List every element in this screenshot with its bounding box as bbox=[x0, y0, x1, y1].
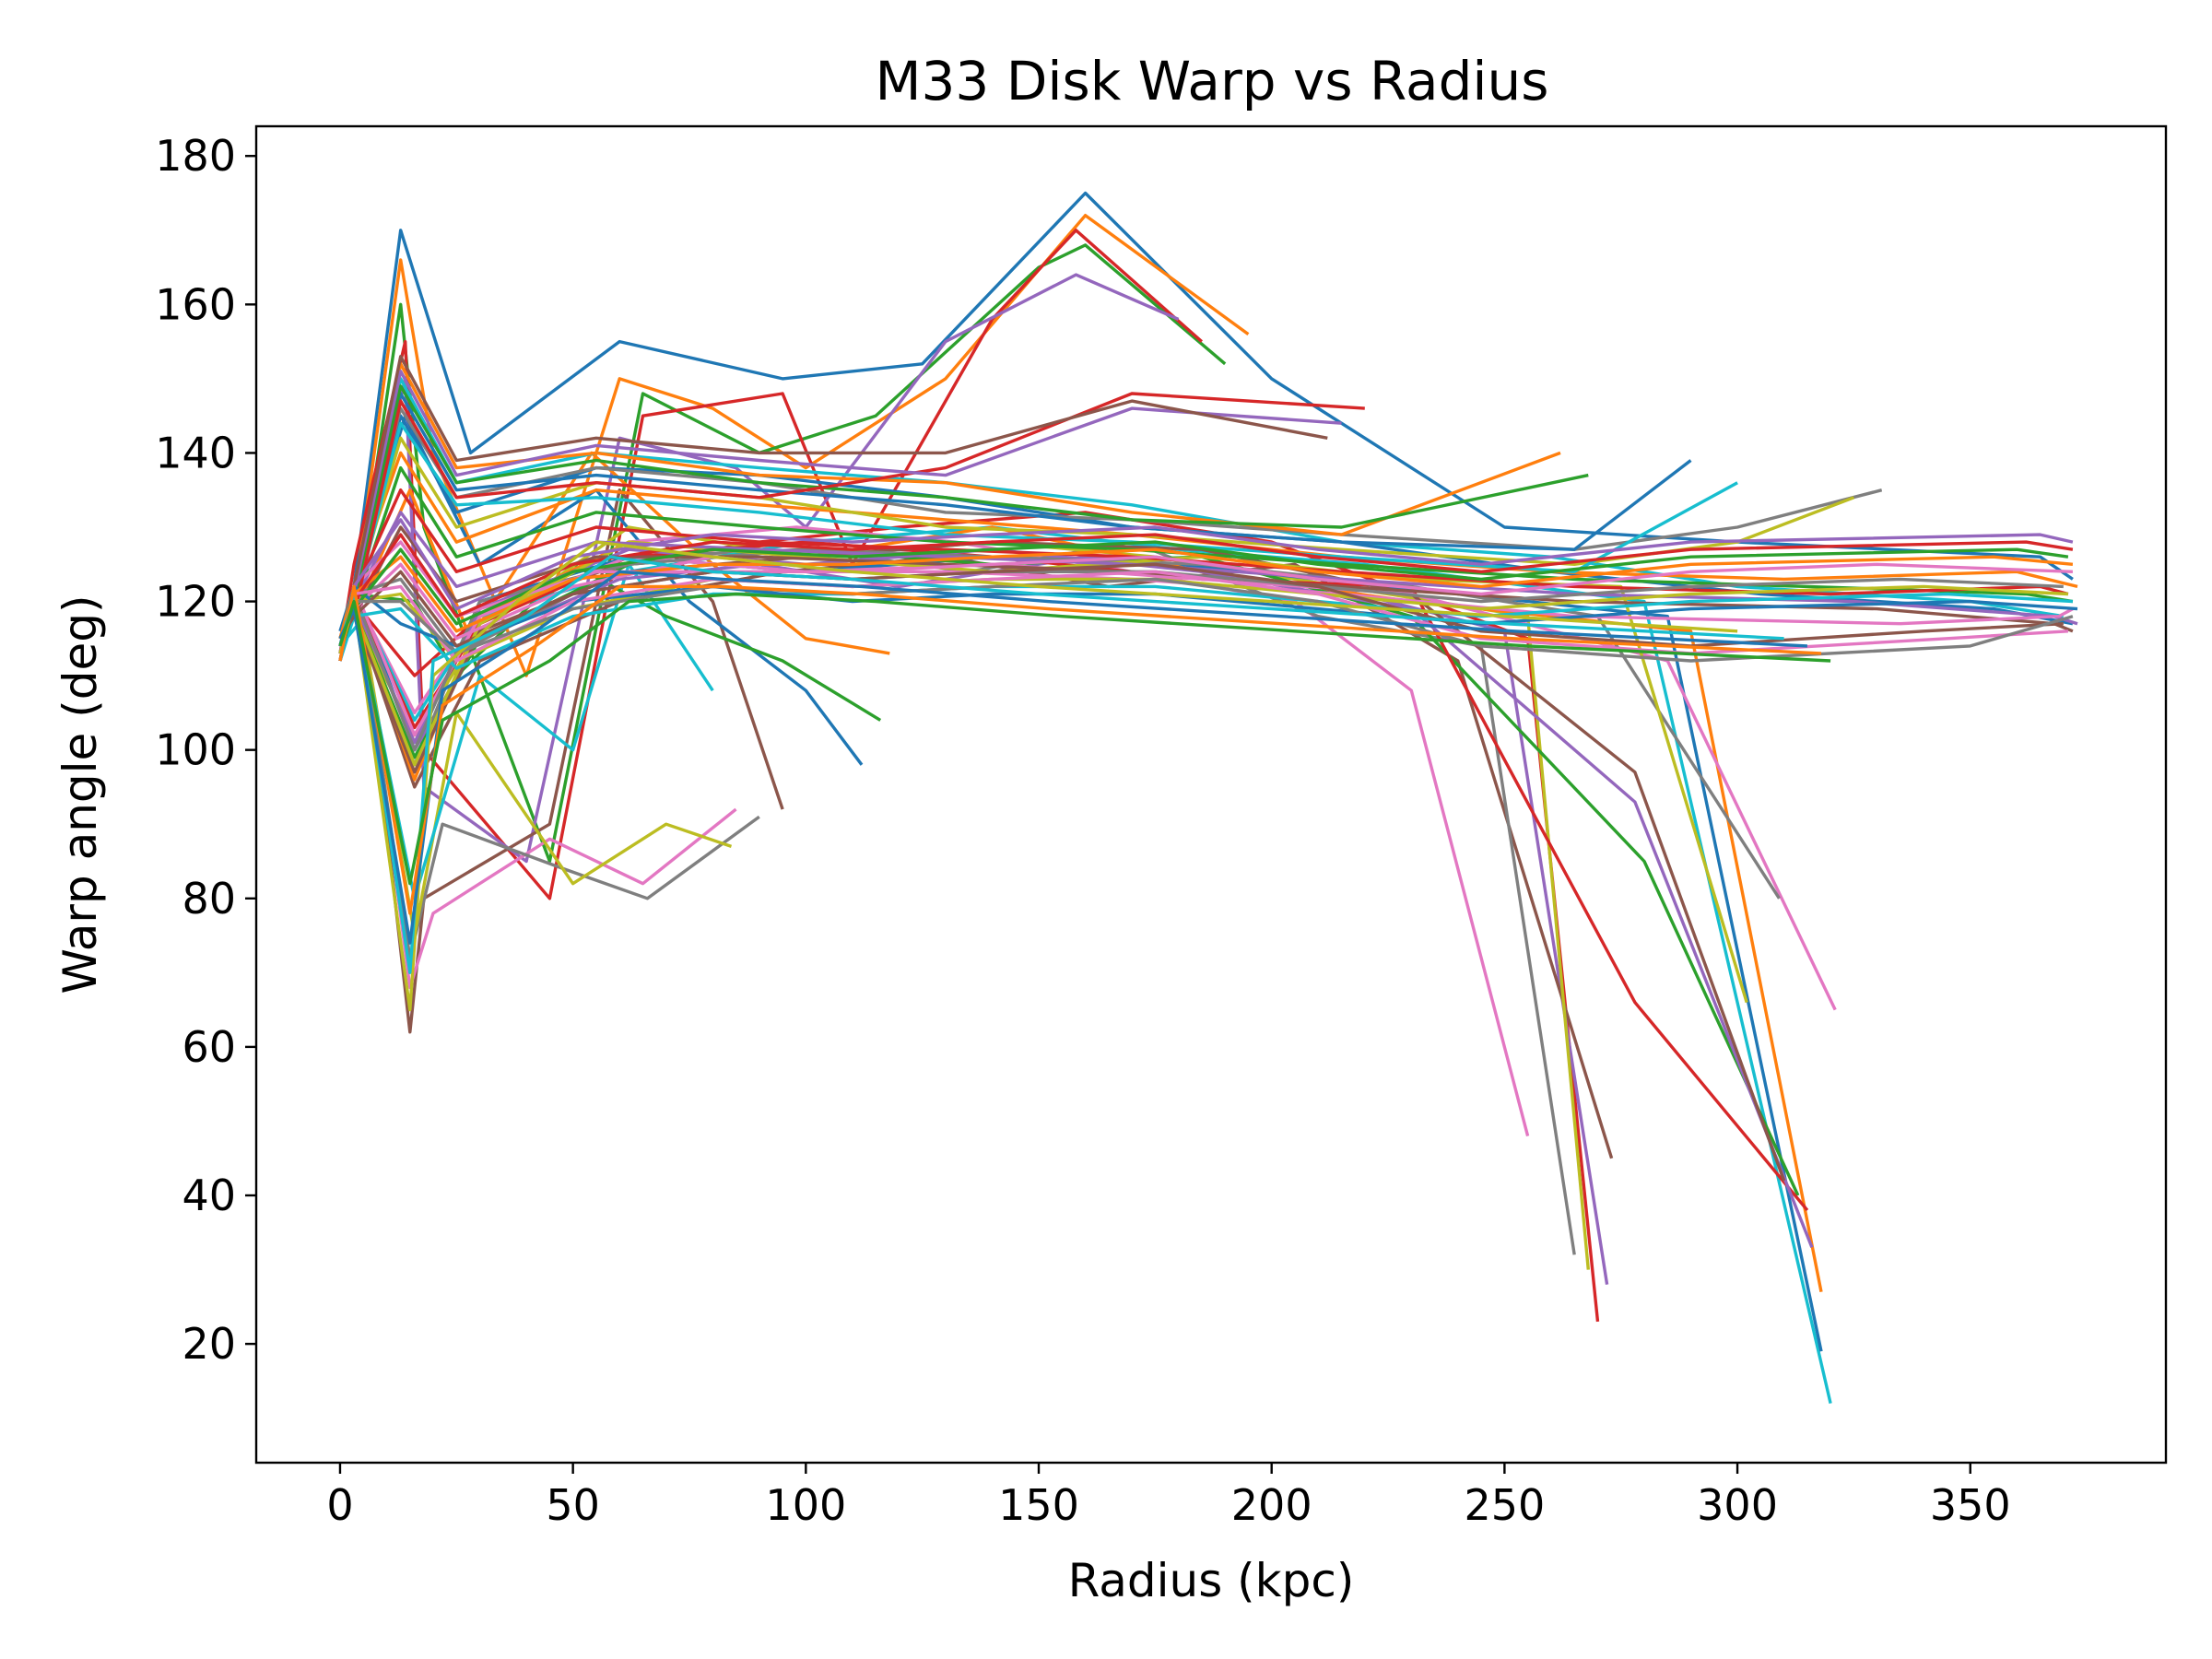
series-line-17 bbox=[338, 525, 1530, 1137]
y-axis-ticks: 20 40 60 80 100 120 140 160 180 bbox=[155, 131, 256, 1369]
x-tick-label: 100 bbox=[765, 1480, 846, 1530]
y-axis-label: Warp angle (deg) bbox=[53, 595, 107, 994]
series-line-56 bbox=[338, 562, 2064, 648]
y-tick-label: 40 bbox=[182, 1171, 236, 1220]
plot-frame bbox=[254, 124, 2168, 1465]
x-tick-label: 0 bbox=[326, 1480, 353, 1530]
series-line-40 bbox=[338, 421, 1738, 647]
series-line-59 bbox=[338, 540, 1738, 1012]
series-line-3 bbox=[338, 243, 1227, 864]
series-line-45 bbox=[338, 370, 1342, 640]
series-line-46 bbox=[338, 355, 1328, 654]
series-line-62 bbox=[338, 584, 1822, 915]
y-tick-label: 20 bbox=[182, 1319, 236, 1369]
series-line-63 bbox=[338, 592, 1831, 886]
series-line-33 bbox=[338, 465, 2074, 647]
series-line-39 bbox=[338, 436, 1855, 654]
y-tick-label: 160 bbox=[155, 279, 236, 329]
x-tick-label: 200 bbox=[1231, 1480, 1312, 1530]
series-line-60 bbox=[338, 555, 1784, 975]
series-line-32 bbox=[338, 451, 2078, 640]
series-line-36 bbox=[338, 525, 2074, 654]
chart-title: M33 Disk Warp vs Radius bbox=[875, 50, 1548, 112]
x-axis-ticks: 0 50 100 150 200 250 300 350 bbox=[326, 1463, 2011, 1530]
series-layer bbox=[338, 191, 2078, 1404]
x-axis-label: Radius (kpc) bbox=[1068, 1554, 1355, 1607]
x-tick-label: 300 bbox=[1697, 1480, 1778, 1530]
series-line-53 bbox=[338, 540, 2069, 654]
series-line-34 bbox=[338, 488, 2069, 662]
x-tick-label: 50 bbox=[546, 1480, 600, 1530]
x-tick-label: 150 bbox=[998, 1480, 1079, 1530]
y-tick-label: 100 bbox=[155, 725, 236, 775]
series-line-43 bbox=[338, 384, 1589, 654]
y-tick-label: 140 bbox=[155, 428, 236, 477]
x-tick-label: 250 bbox=[1464, 1480, 1545, 1530]
y-tick-label: 180 bbox=[155, 131, 236, 181]
series-line-35 bbox=[338, 511, 2078, 640]
y-tick-label: 60 bbox=[182, 1022, 236, 1072]
y-tick-label: 120 bbox=[155, 577, 236, 627]
series-line-2 bbox=[338, 213, 1250, 677]
series-line-47 bbox=[338, 555, 2073, 647]
x-tick-label: 350 bbox=[1930, 1480, 2011, 1530]
series-line-61 bbox=[338, 570, 1807, 945]
series-line-54 bbox=[338, 533, 2074, 647]
series-line-52 bbox=[338, 547, 2074, 640]
y-tick-label: 80 bbox=[182, 874, 236, 924]
series-line-37 bbox=[338, 540, 2074, 647]
series-line-55 bbox=[338, 518, 2074, 662]
